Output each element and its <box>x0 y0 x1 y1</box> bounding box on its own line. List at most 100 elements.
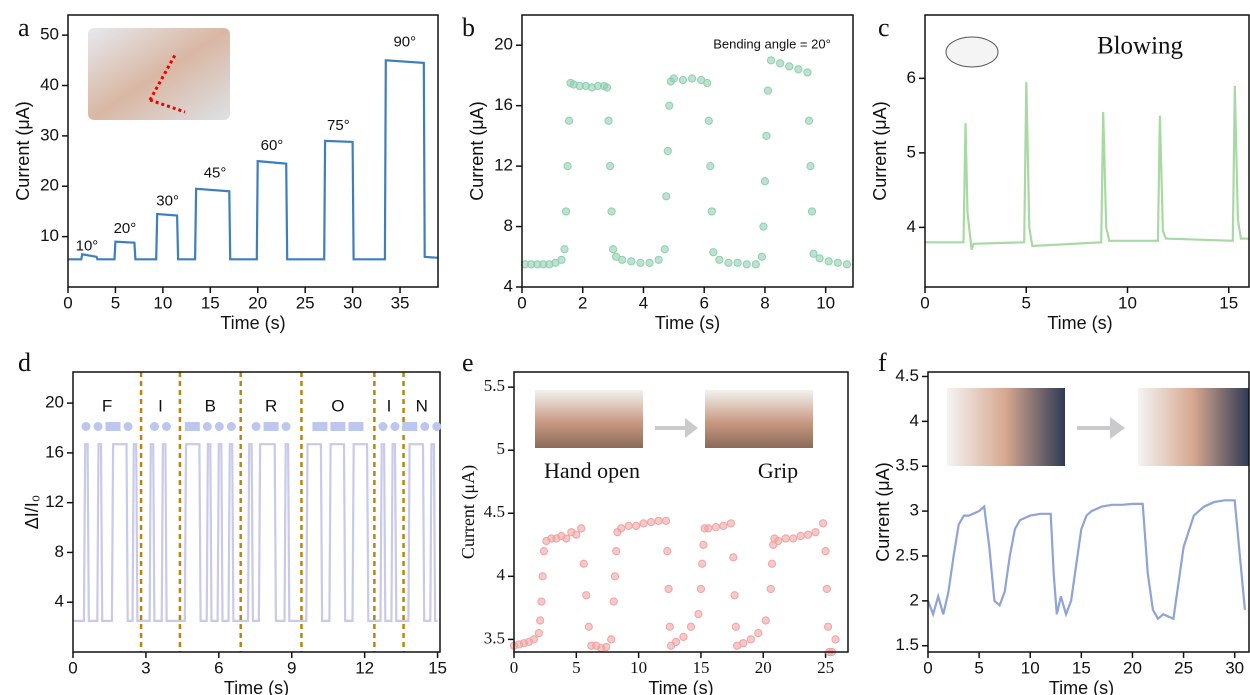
panel-label: a <box>18 13 30 42</box>
point <box>662 192 671 201</box>
morse-dot <box>149 422 159 431</box>
point <box>663 146 672 156</box>
x-tick-label: 0 <box>68 658 77 677</box>
line <box>73 443 438 622</box>
point <box>617 524 626 533</box>
y-axis-label: Current (μA) <box>870 101 890 200</box>
point <box>757 252 766 261</box>
x-tick-label: 0 <box>510 658 519 677</box>
point <box>726 519 735 528</box>
morse-dash <box>184 422 200 431</box>
y-tick-label: 6 <box>907 68 916 87</box>
point <box>579 559 588 568</box>
axes-frame <box>521 14 854 288</box>
x-axis-label: Time (s) <box>1047 313 1112 333</box>
point <box>618 255 627 264</box>
point <box>703 78 712 88</box>
y-tick-label: 4 <box>504 276 513 295</box>
morse-dot <box>81 422 91 431</box>
point <box>607 635 616 644</box>
y-tick-label: 2.5 <box>895 545 919 564</box>
morse-dot <box>390 422 400 431</box>
point <box>781 534 790 543</box>
point <box>733 258 742 267</box>
point <box>582 591 591 600</box>
point <box>704 116 713 125</box>
x-tick-label: 5 <box>974 658 983 677</box>
x-tick-label: 5 <box>572 658 581 677</box>
point <box>806 162 815 171</box>
annotation: Grip <box>758 458 798 483</box>
morse-dash <box>330 422 346 431</box>
point <box>751 260 760 269</box>
y-tick-label: 3 <box>910 501 919 520</box>
point <box>671 637 681 647</box>
morse-dot <box>202 422 212 431</box>
point <box>538 572 547 581</box>
point <box>704 524 713 533</box>
photo <box>535 390 643 448</box>
point <box>645 258 654 267</box>
point <box>730 591 739 600</box>
x-tick-label: 20 <box>755 658 772 677</box>
point <box>746 635 755 644</box>
y-tick-label: 3.5 <box>895 456 919 475</box>
point <box>715 255 724 264</box>
point <box>754 628 763 638</box>
point <box>731 622 740 631</box>
annotation: Hand open <box>544 458 640 483</box>
y-tick-label: 5 <box>907 142 916 161</box>
x-axis-label: Time (s) <box>655 313 720 333</box>
y-tick-label: 20 <box>45 393 64 412</box>
point <box>572 530 581 539</box>
point <box>694 610 703 619</box>
point <box>654 255 663 264</box>
point <box>818 519 828 528</box>
point <box>711 523 720 532</box>
point <box>557 255 566 264</box>
point <box>660 245 669 254</box>
point <box>804 530 813 539</box>
point <box>563 162 572 171</box>
point <box>759 222 768 231</box>
angle-label: 90° <box>393 34 416 51</box>
point <box>763 86 773 95</box>
plot-area <box>73 443 438 622</box>
line <box>68 59 439 261</box>
plot-area <box>928 499 1246 621</box>
letter: F <box>102 396 112 415</box>
point <box>687 74 697 83</box>
x-tick-label: 15 <box>428 658 447 677</box>
x-tick-label: 15 <box>1219 293 1238 312</box>
angle-label: 10° <box>76 238 99 255</box>
point <box>663 546 672 556</box>
point <box>724 258 733 267</box>
point <box>609 245 618 254</box>
x-tick-label: 20 <box>248 293 267 312</box>
y-tick-label: 40 <box>40 75 59 94</box>
morse-dot <box>214 422 224 431</box>
x-axis-label: Time (s) <box>224 678 289 695</box>
point <box>605 162 615 171</box>
x-tick-label: 2 <box>578 293 587 312</box>
x-tick-label: 25 <box>296 293 315 312</box>
point <box>664 584 673 594</box>
x-tick-label: 3 <box>141 658 150 677</box>
photo <box>705 390 813 448</box>
point <box>794 65 803 74</box>
point <box>761 616 770 625</box>
point <box>803 68 812 77</box>
point <box>639 519 648 528</box>
point <box>534 628 544 638</box>
point <box>636 258 645 267</box>
x-tick-label: 0 <box>63 293 72 312</box>
x-tick-label: 25 <box>817 658 834 677</box>
point <box>686 622 696 631</box>
point <box>842 260 852 269</box>
panel-label: e <box>462 348 474 377</box>
x-tick-label: 10 <box>1021 658 1040 677</box>
point <box>665 622 674 631</box>
point <box>654 516 663 525</box>
x-tick-label: 5 <box>111 293 120 312</box>
point <box>584 622 593 631</box>
